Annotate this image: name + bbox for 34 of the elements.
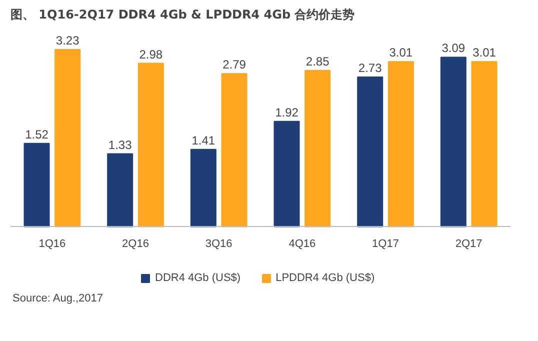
data-label: 3.01 bbox=[472, 46, 496, 60]
chart-title: 图、 1Q16-2Q17 DDR4 4Gb & LPDDR4 4Gb 合约价走势 bbox=[10, 8, 355, 22]
legend-label: DDR4 4Gb (US$) bbox=[155, 272, 241, 284]
data-label: 1.92 bbox=[275, 105, 299, 120]
bar bbox=[24, 142, 50, 228]
data-label: 2.98 bbox=[139, 47, 163, 62]
x-tick-label: 3Q16 bbox=[205, 238, 232, 250]
data-label: 1.33 bbox=[108, 138, 132, 152]
data-label: 3.01 bbox=[389, 46, 413, 60]
data-label: 3.09 bbox=[442, 41, 466, 56]
bar bbox=[440, 56, 466, 228]
bar bbox=[190, 148, 216, 228]
source-note: Source: Aug.,2017 bbox=[12, 292, 104, 304]
data-label: 1.52 bbox=[25, 127, 49, 142]
data-label: 1.41 bbox=[192, 133, 216, 148]
bar bbox=[304, 70, 331, 228]
x-tick-label: 2Q16 bbox=[122, 238, 149, 250]
data-label: 2.73 bbox=[358, 60, 382, 75]
bar bbox=[221, 73, 248, 228]
bar bbox=[54, 49, 81, 228]
bar bbox=[471, 61, 498, 228]
legend-label: LPDDR4 4Gb (US$) bbox=[276, 272, 375, 284]
bar bbox=[274, 120, 300, 228]
data-label: 3.23 bbox=[56, 34, 80, 48]
x-tick-label: 1Q16 bbox=[38, 238, 66, 250]
x-tick-label: 4Q16 bbox=[288, 238, 316, 250]
bar bbox=[357, 76, 384, 228]
data-label: 2.85 bbox=[306, 54, 330, 68]
bar bbox=[138, 62, 164, 228]
bar bbox=[107, 153, 134, 228]
x-tick-label: 2Q17 bbox=[455, 238, 482, 250]
bar bbox=[388, 61, 414, 228]
x-tick-label: 1Q17 bbox=[372, 238, 399, 250]
data-label: 2.79 bbox=[222, 58, 246, 72]
